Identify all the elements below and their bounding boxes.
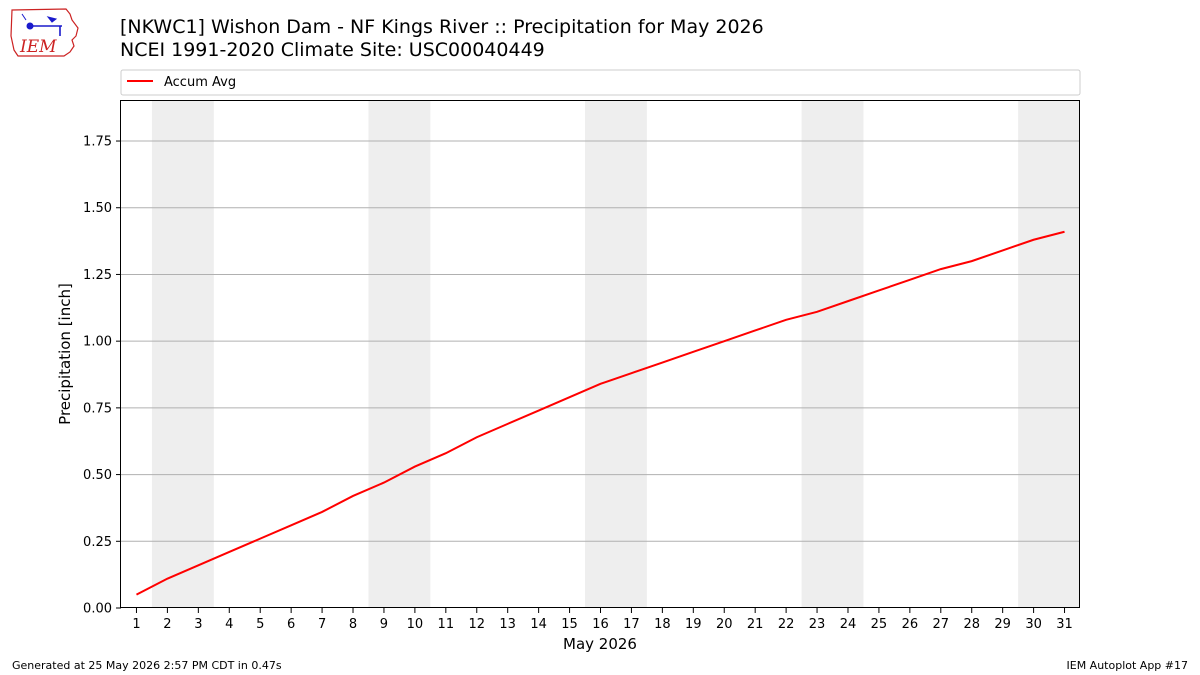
y-tick-label: 1.00	[83, 335, 112, 350]
y-tick-label: 0.00	[83, 602, 112, 617]
x-tick-label: 1	[132, 617, 140, 632]
x-tick-label: 30	[1025, 617, 1042, 632]
x-tick-label: 15	[561, 617, 578, 632]
x-tick-label: 26	[902, 617, 919, 632]
x-tick-label: 14	[530, 617, 547, 632]
x-tick-label: 17	[623, 617, 640, 632]
chart-subtitle: NCEI 1991-2020 Climate Site: USC00040449	[120, 39, 545, 61]
x-tick-label: 6	[287, 617, 295, 632]
x-tick-label: 7	[318, 617, 326, 632]
y-tick-label: 0.75	[83, 401, 112, 416]
x-tick-label: 21	[747, 617, 764, 632]
x-tick-label: 19	[685, 617, 702, 632]
x-axis: 1 2 3 4 5 6 7 8 9 10 11 12 13 14 15 16 17 18 19 20 21 22 23 24 2…	[132, 608, 1073, 632]
x-tick-label: 10	[407, 617, 424, 632]
logo-text: IEM	[19, 37, 57, 57]
x-axis-label: May 2026	[563, 635, 637, 653]
x-tick-label: 9	[380, 617, 388, 632]
x-tick-label: 12	[468, 617, 485, 632]
plot-frame	[120, 100, 1080, 608]
y-axis-label: Precipitation [inch]	[56, 283, 74, 425]
y-axis: 0.00 0.25 0.50 0.75 1.00 1.25 1.50 1.75	[83, 135, 121, 617]
x-tick-label: 2	[163, 617, 171, 632]
chart-title-block: [NKWC1] Wishon Dam - NF Kings River :: P…	[120, 16, 764, 62]
y-tick-label: 1.25	[83, 268, 112, 283]
legend-box	[120, 69, 1081, 96]
x-tick-label: 25	[871, 617, 888, 632]
weekend-band-1	[151, 101, 214, 608]
x-tick-label: 11	[438, 617, 455, 632]
y-tick-label: 0.25	[83, 535, 112, 550]
weekend-band-4	[801, 101, 864, 608]
x-tick-label: 23	[809, 617, 826, 632]
x-tick-label: 22	[778, 617, 795, 632]
x-tick-label: 5	[256, 617, 264, 632]
y-tick-label: 1.75	[83, 135, 112, 150]
iem-logo: IEM	[10, 8, 79, 57]
x-tick-label: 16	[592, 617, 609, 632]
generated-timestamp: Generated at 25 May 2026 2:57 PM CDT in …	[12, 659, 282, 672]
grid-lines	[121, 140, 1080, 542]
chart-title: [NKWC1] Wishon Dam - NF Kings River :: P…	[120, 16, 764, 38]
x-tick-label: 18	[654, 617, 671, 632]
x-tick-label: 3	[194, 617, 202, 632]
y-tick-label: 0.50	[83, 468, 112, 483]
x-tick-label: 29	[994, 617, 1011, 632]
x-tick-label: 28	[963, 617, 980, 632]
app-label: IEM Autoplot App #17	[1066, 659, 1189, 672]
weekend-band-5	[1018, 101, 1080, 608]
weather-station-icon	[21, 13, 62, 36]
weekend-band-2	[368, 101, 431, 608]
x-tick-label: 27	[933, 617, 950, 632]
x-tick-label: 20	[716, 617, 733, 632]
x-tick-label: 13	[499, 617, 516, 632]
x-tick-label: 31	[1056, 617, 1073, 632]
legend-label: Accum Avg	[164, 75, 236, 90]
y-tick-label: 1.50	[83, 201, 112, 216]
weekend-band-3	[585, 101, 647, 608]
x-tick-label: 24	[840, 617, 857, 632]
x-tick-label: 8	[349, 617, 357, 632]
x-tick-label: 4	[225, 617, 233, 632]
weekend-bands	[151, 101, 1080, 608]
state-outline-icon	[10, 8, 79, 57]
series-line-accum-avg	[136, 230, 1065, 596]
